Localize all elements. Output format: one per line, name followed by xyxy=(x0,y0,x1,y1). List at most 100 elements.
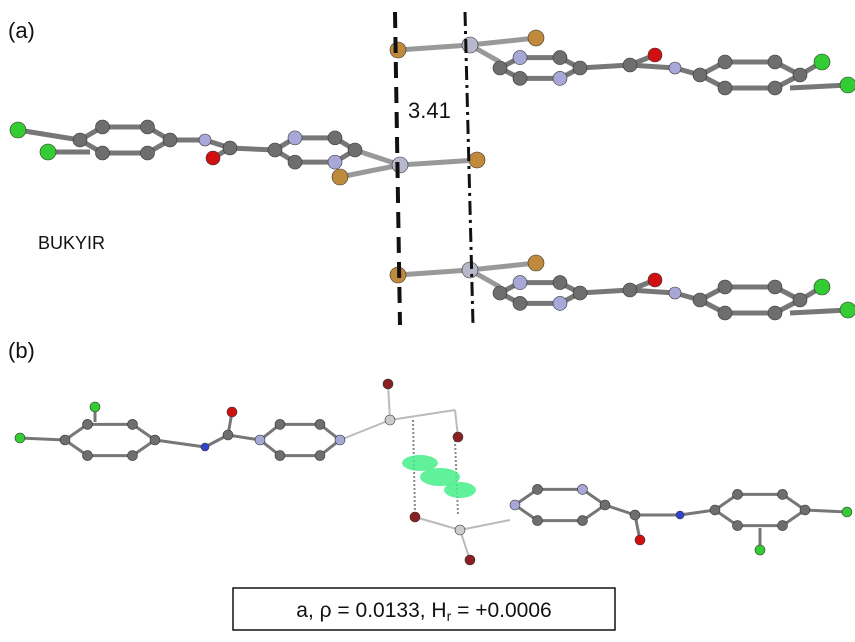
nci-surface xyxy=(444,482,476,498)
atom xyxy=(255,435,265,445)
atom xyxy=(40,144,56,160)
atom xyxy=(328,131,342,145)
atom xyxy=(623,283,637,297)
atom xyxy=(676,511,684,519)
atom xyxy=(710,505,720,515)
atom xyxy=(718,81,732,95)
atom xyxy=(623,58,637,72)
atom xyxy=(778,521,788,531)
atom xyxy=(453,432,463,442)
atom xyxy=(128,451,138,461)
atom xyxy=(15,433,25,443)
atom xyxy=(332,169,348,185)
atom xyxy=(60,435,70,445)
atom xyxy=(528,255,544,271)
atom xyxy=(128,419,138,429)
caption: a, ρ = 0.0133, Hr = +0.0006 xyxy=(296,599,551,624)
atom xyxy=(553,276,567,290)
atom xyxy=(275,419,285,429)
atom xyxy=(465,555,475,565)
atom xyxy=(793,68,807,82)
atom xyxy=(141,120,155,134)
atom xyxy=(513,51,527,65)
atom xyxy=(10,122,26,138)
atom xyxy=(600,500,610,510)
refcode-label: BUKYIR xyxy=(38,233,105,253)
atom xyxy=(814,54,830,70)
atom xyxy=(385,415,395,425)
atom xyxy=(493,61,507,75)
atom xyxy=(669,287,681,299)
panel-label: (b) xyxy=(8,338,35,363)
atom xyxy=(150,435,160,445)
bond xyxy=(580,65,630,68)
atom xyxy=(733,489,743,499)
bond xyxy=(805,510,847,512)
atom xyxy=(733,521,743,531)
atom xyxy=(288,131,302,145)
atom xyxy=(800,505,810,515)
atom xyxy=(693,293,707,307)
atom xyxy=(348,143,362,157)
bond xyxy=(20,438,65,440)
atom xyxy=(635,535,645,545)
atom xyxy=(578,484,588,494)
atom xyxy=(693,68,707,82)
atom xyxy=(288,155,302,169)
atom xyxy=(510,500,520,510)
atom xyxy=(718,306,732,320)
bond xyxy=(580,290,630,293)
atom xyxy=(227,407,237,417)
atom xyxy=(778,489,788,499)
atom xyxy=(83,451,93,461)
atom xyxy=(223,430,233,440)
atom xyxy=(83,419,93,429)
atom xyxy=(455,525,465,535)
caption-suffix: = +0.0006 xyxy=(451,599,551,622)
atom xyxy=(648,273,662,287)
atom xyxy=(223,141,237,155)
atom xyxy=(96,146,110,160)
bond xyxy=(790,85,848,88)
atom xyxy=(513,276,527,290)
atom xyxy=(573,61,587,75)
bond xyxy=(790,310,848,313)
atom xyxy=(315,419,325,429)
atom xyxy=(533,516,543,526)
nci-surface xyxy=(402,455,438,471)
distance-label: 3.41 xyxy=(408,98,451,123)
atom xyxy=(528,30,544,46)
atom xyxy=(755,545,765,555)
atom xyxy=(493,286,507,300)
atom xyxy=(268,143,282,157)
atom xyxy=(201,443,209,451)
atom xyxy=(335,435,345,445)
atom xyxy=(840,302,855,318)
atom xyxy=(513,296,527,310)
atom xyxy=(718,55,732,69)
atom xyxy=(842,507,852,517)
atom xyxy=(410,512,420,522)
atom xyxy=(768,280,782,294)
figure: (a) 3.41 BUKYIR (b) a, ρ = 0.0133, Hr = … xyxy=(0,0,855,642)
atom xyxy=(206,151,220,165)
atom xyxy=(630,510,640,520)
atom xyxy=(328,155,342,169)
atom xyxy=(573,286,587,300)
atom xyxy=(768,55,782,69)
atom xyxy=(315,451,325,461)
atom xyxy=(96,120,110,134)
atom xyxy=(768,81,782,95)
atom xyxy=(163,133,177,147)
atom xyxy=(469,152,485,168)
atom xyxy=(578,516,588,526)
atom xyxy=(553,296,567,310)
atom xyxy=(840,77,855,93)
atom xyxy=(513,71,527,85)
atom xyxy=(90,402,100,412)
atom xyxy=(718,280,732,294)
panel-label: (a) xyxy=(8,18,35,43)
atom xyxy=(383,379,393,389)
atom xyxy=(648,48,662,62)
atom xyxy=(275,451,285,461)
